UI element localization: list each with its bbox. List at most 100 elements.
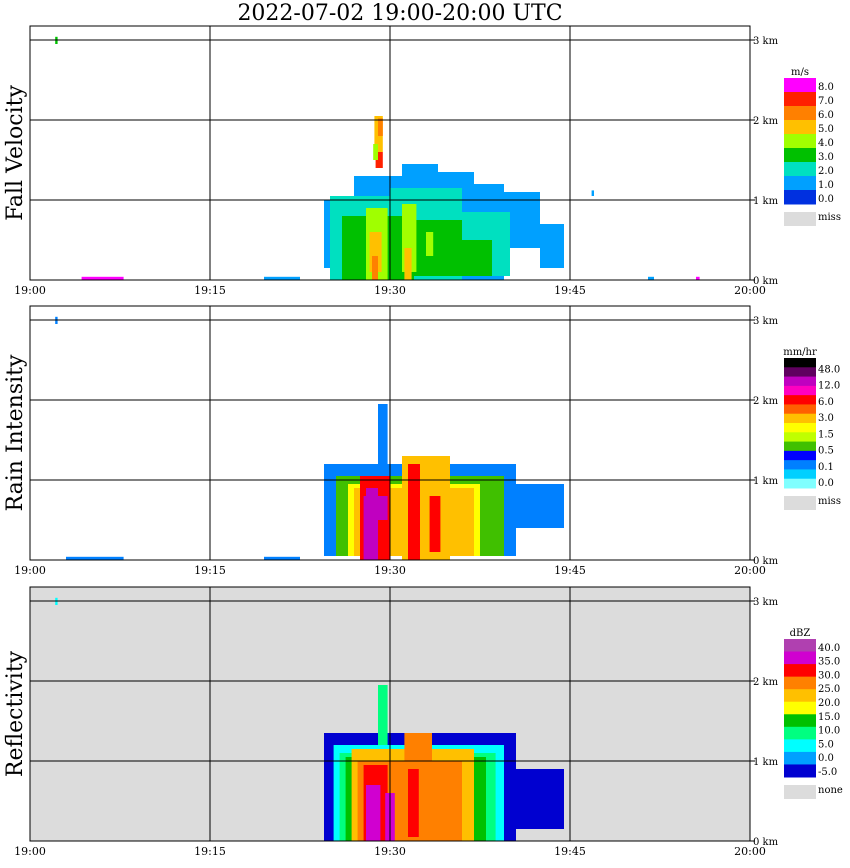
- colorbar-label: 7.0: [818, 96, 834, 107]
- x-tick-label: 19:30: [374, 564, 406, 577]
- y-tick-label: 1 km: [753, 757, 779, 768]
- data-cell: [264, 276, 300, 280]
- y-axis-label: Reflectivity: [3, 650, 28, 777]
- colorbar-swatch: [784, 162, 816, 177]
- colorbar-swatch: [784, 423, 816, 433]
- colorbar-swatch: [784, 134, 816, 149]
- colorbar-swatch: [784, 432, 816, 443]
- colorbar-label: 3.0: [818, 152, 834, 163]
- data-cell: [264, 556, 300, 560]
- data-cell: [404, 248, 412, 280]
- data-cell: [462, 240, 492, 276]
- colorbar-label: 15.0: [818, 712, 840, 723]
- colorbar-unit: dBZ: [790, 628, 811, 639]
- colorbar-swatch: [784, 726, 816, 740]
- colorbar-swatch: [784, 148, 816, 163]
- x-tick-label: 20:00: [734, 845, 766, 858]
- colorbar-swatch: [784, 92, 816, 107]
- x-tick-label: 20:00: [734, 564, 766, 577]
- data-cell: [429, 496, 441, 552]
- x-tick-label: 19:30: [374, 845, 406, 858]
- y-tick-label: 1 km: [753, 196, 779, 207]
- colorbar-missing-swatch: [784, 212, 816, 226]
- colorbar-label: 5.0: [818, 739, 834, 750]
- colorbar-legend: m/s 8.0 7.0 6.0 5.0 4.0 3.0 2.0 1.0 0.0 miss: [784, 67, 841, 226]
- x-tick-label: 19:30: [374, 284, 406, 297]
- y-tick-label: 0 km: [753, 276, 779, 287]
- colorbar-swatch: [784, 664, 816, 678]
- colorbar-swatch: [784, 395, 816, 405]
- y-tick-label: 3 km: [753, 36, 779, 47]
- colorbar-label: 1.5: [818, 429, 834, 440]
- colorbar-missing-label: miss: [818, 496, 841, 507]
- data-cell: [540, 224, 564, 268]
- colorbar-swatch: [784, 478, 816, 489]
- colorbar-missing-swatch: [784, 496, 816, 510]
- colorbar-swatch: [784, 190, 816, 205]
- colorbar-label: 12.0: [818, 381, 840, 392]
- colorbar-missing-label: miss: [818, 212, 841, 223]
- y-tick-label: 0 km: [753, 837, 779, 848]
- colorbar-label: 8.0: [818, 82, 834, 93]
- colorbar-swatch: [784, 441, 816, 452]
- colorbar-label: 30.0: [818, 670, 840, 681]
- colorbar-swatch: [784, 751, 816, 765]
- colorbar-label: 0.0: [818, 478, 834, 489]
- x-tick-label: 19:00: [14, 845, 46, 858]
- colorbar-swatch: [784, 714, 816, 728]
- x-tick-label: 19:45: [554, 284, 586, 297]
- colorbar-swatch: [784, 676, 816, 690]
- colorbar-swatch: [784, 764, 816, 778]
- colorbar-swatch: [784, 689, 816, 703]
- data-cell: [378, 118, 383, 136]
- data-cell: [378, 685, 388, 745]
- y-tick-label: 2 km: [753, 396, 779, 407]
- colorbar-label: 10.0: [818, 726, 840, 737]
- colorbar-label: 5.0: [818, 124, 834, 135]
- colorbar-swatch: [784, 376, 816, 387]
- colorbar-label: 6.0: [818, 110, 834, 121]
- colorbar-swatch: [784, 413, 816, 424]
- x-tick-label: 19:15: [194, 845, 226, 858]
- data-cell: [375, 152, 383, 168]
- data-cell: [378, 520, 390, 560]
- data-cell: [408, 769, 419, 837]
- colorbar-legend: dBZ 40.0 35.0 30.0 25.0 20.0 15.0 10.0 5.0 0.0 -5.…: [784, 628, 843, 799]
- colorbar-label: 0.5: [818, 446, 834, 457]
- colorbar-swatch: [784, 739, 816, 753]
- panel-1: 19:00 19:15 19:30 19:45 20:000 km 1 km 2 km 3 k…: [3, 25, 841, 297]
- y-axis-label: Fall Velocity: [3, 85, 28, 221]
- colorbar-swatch: [784, 404, 816, 415]
- colorbar-label: 48.0: [818, 364, 840, 375]
- data-cell: [591, 190, 594, 196]
- colorbar-missing-swatch: [784, 785, 816, 799]
- colorbar-label: 25.0: [818, 684, 840, 695]
- colorbar-swatch: [784, 639, 816, 653]
- data-cell: [516, 484, 564, 528]
- data-cell: [378, 404, 388, 464]
- data-cell: [81, 276, 124, 280]
- data-cell: [426, 232, 434, 256]
- data-cell: [408, 464, 420, 560]
- colorbar-label: 0.1: [818, 462, 834, 473]
- data-cell: [66, 556, 124, 560]
- data-cell: [366, 785, 381, 841]
- data-cell: [648, 276, 654, 280]
- colorbar-swatch: [784, 106, 816, 121]
- y-tick-label: 2 km: [753, 116, 779, 127]
- colorbar-missing-label: none: [818, 785, 843, 796]
- colorbar-unit: m/s: [791, 67, 809, 78]
- y-tick-label: 3 km: [753, 316, 779, 327]
- data-cell: [366, 488, 378, 520]
- y-tick-label: 2 km: [753, 677, 779, 688]
- colorbar-label: 0.0: [818, 753, 834, 764]
- data-cell: [372, 256, 378, 280]
- x-tick-label: 19:15: [194, 564, 226, 577]
- data-cell: [414, 220, 462, 276]
- plot-frame: [29, 305, 751, 561]
- colorbar-swatch: [784, 460, 816, 470]
- colorbar-label: 2.0: [818, 166, 834, 177]
- y-tick-label: 3 km: [753, 597, 779, 608]
